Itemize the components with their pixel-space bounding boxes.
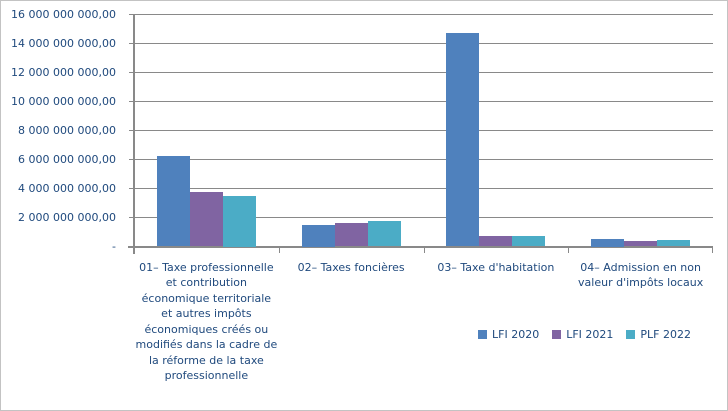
bar-plf-2022-c4 (657, 239, 691, 247)
y-axis-tick (129, 100, 134, 102)
x-axis-line (128, 245, 713, 248)
gridline (134, 187, 713, 189)
x-axis-tick (134, 246, 135, 253)
y-axis-tick-label: - (112, 239, 116, 253)
legend: LFI 2020 LFI 2021 PLF 2022 (478, 328, 691, 341)
x-category-label-3: 03– Taxe d'habitation (437, 260, 555, 274)
x-category-label-4: 04– Admission en non valeur d'impôts loc… (578, 260, 704, 290)
bar-plf-2022-c1 (222, 195, 256, 247)
bar-plf-2022-c2 (367, 221, 401, 247)
x-category-label-1: 01– Taxe professionnelle et contribution… (135, 260, 278, 383)
legend-label: LFI 2021 (566, 328, 614, 341)
bar-lfi-2021-c3 (479, 236, 513, 247)
y-axis-tick-label: 14 000 000 000,00 (11, 36, 116, 50)
y-axis-tick (129, 14, 134, 15)
legend-item-lfi-2021: LFI 2021 (552, 328, 613, 341)
bar-plf-2022-c3 (512, 236, 546, 247)
bar-lfi-2021-c1 (189, 191, 223, 247)
y-axis-tick (129, 129, 134, 131)
y-axis-tick-label: 12 000 000 000,00 (11, 65, 116, 79)
x-category-label-2: 02– Taxes foncières (297, 260, 405, 274)
gridline (134, 129, 713, 131)
bar-lfi-2021-c4 (624, 240, 658, 247)
gridline (134, 158, 713, 160)
y-axis-tick-label: 8 000 000 000,00 (18, 123, 116, 137)
x-axis-tick (712, 246, 713, 253)
legend-item-plf-2022: PLF 2022 (626, 328, 691, 341)
legend-item-lfi-2020: LFI 2020 (478, 328, 539, 341)
y-axis-tick (129, 71, 134, 73)
y-axis-tick (129, 187, 134, 189)
y-axis-tick (129, 158, 134, 160)
y-axis-tick-label: 10 000 000 000,00 (11, 94, 116, 108)
y-axis-tick-label: 2 000 000 000,00 (18, 210, 116, 224)
y-axis-line (133, 15, 135, 254)
legend-label: LFI 2020 (492, 328, 540, 341)
x-axis-tick (278, 246, 280, 253)
bar-lfi-2020-c1 (156, 156, 190, 247)
y-axis-tick (129, 42, 134, 44)
y-axis-tick-label: 16 000 000 000,00 (11, 8, 116, 21)
legend-swatch-icon (626, 330, 636, 339)
gridline (134, 100, 713, 102)
gridline (134, 71, 713, 73)
gridline (134, 14, 713, 15)
legend-swatch-icon (478, 330, 487, 339)
gridline (134, 42, 713, 44)
y-axis-tick (129, 216, 134, 218)
bar-lfi-2020-c3 (446, 33, 480, 247)
x-axis-tick (423, 246, 425, 253)
y-axis-tick-label: 6 000 000 000,00 (18, 152, 116, 166)
bar-lfi-2020-c4 (591, 239, 625, 247)
gridline (134, 216, 713, 218)
bar-lfi-2020-c2 (301, 224, 335, 247)
bar-lfi-2021-c2 (334, 222, 368, 247)
y-axis-tick-label: 4 000 000 000,00 (18, 181, 116, 195)
legend-swatch-icon (552, 330, 562, 339)
x-axis-tick (568, 246, 570, 253)
legend-label: PLF 2022 (640, 328, 691, 341)
